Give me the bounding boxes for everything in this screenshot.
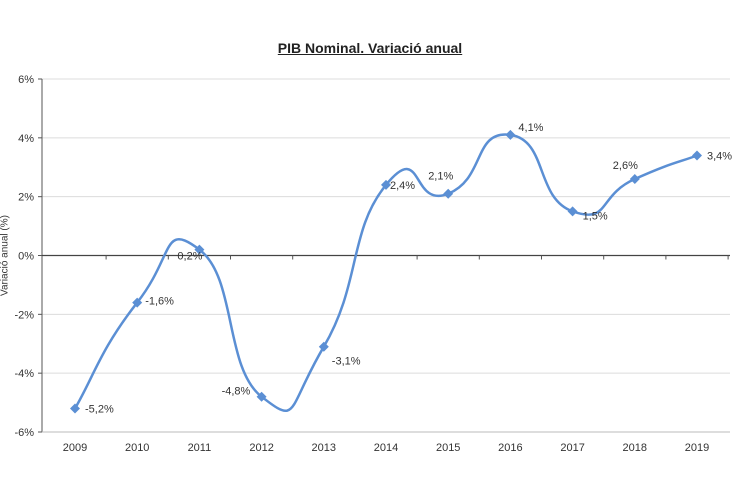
y-axis-ticks: 6% 4% 2% 0% -2% -4% -6% <box>14 74 34 439</box>
diamond-marker <box>256 391 267 402</box>
diamond-marker <box>318 341 329 352</box>
diamond-marker <box>505 129 516 140</box>
chart-title: PIB Nominal. Variació anual <box>277 40 463 56</box>
diamond-marker <box>692 150 702 161</box>
data-label: -5,2% <box>85 403 114 415</box>
data-labels: -5,2% -1,6% 0,2% -4,8% -3,1% 2,4% 2,1% 4,1% 1,5%… <box>85 122 732 416</box>
diamond-marker <box>194 244 205 255</box>
diamond-marker <box>132 297 143 308</box>
axes <box>38 78 730 433</box>
x-tick-label: 2012 <box>249 442 273 454</box>
data-line <box>73 133 698 413</box>
diamond-marker <box>567 206 578 217</box>
y-tick-label: -2% <box>14 309 34 321</box>
y-tick-label: -6% <box>14 427 34 439</box>
data-label: 2,6% <box>613 160 638 172</box>
y-tick-label: 6% <box>18 74 34 86</box>
data-label: 0,2% <box>177 251 202 263</box>
x-tick-label: 2010 <box>125 442 149 454</box>
x-tick-label: 2011 <box>188 442 212 454</box>
diamond-marker <box>629 174 640 185</box>
y-tick-label: -4% <box>14 368 34 380</box>
y-tick-label: 4% <box>18 133 34 145</box>
data-markers <box>70 129 702 414</box>
x-tick-label: 2015 <box>436 442 460 454</box>
data-label: -4,8% <box>222 386 251 398</box>
y-tick-label: 0% <box>18 251 34 263</box>
x-tick-label: 2013 <box>312 442 336 454</box>
x-tick-label: 2009 <box>63 442 87 454</box>
data-label: 1,5% <box>583 210 608 222</box>
data-label: 2,1% <box>428 171 453 183</box>
x-tick-label: 2016 <box>498 442 522 454</box>
x-tick-label: 2018 <box>623 442 647 454</box>
data-label: 4,1% <box>518 122 543 134</box>
x-tick-label: 2019 <box>685 442 709 454</box>
diamond-marker <box>381 179 391 190</box>
diamond-marker <box>443 188 454 199</box>
data-label: 3,4% <box>707 150 732 162</box>
gridlines <box>42 78 730 374</box>
data-label: -1,6% <box>145 296 174 308</box>
x-axis-ticks: 2009 2010 2011 2012 2013 2014 2015 2016 2017 2018… <box>63 442 709 454</box>
data-label: -3,1% <box>332 356 361 368</box>
diamond-marker <box>70 403 80 414</box>
x-tick-label: 2014 <box>374 442 398 454</box>
y-tick-label: 2% <box>18 192 34 204</box>
x-tick-label: 2017 <box>560 442 584 454</box>
data-label: 2,4% <box>390 180 415 192</box>
